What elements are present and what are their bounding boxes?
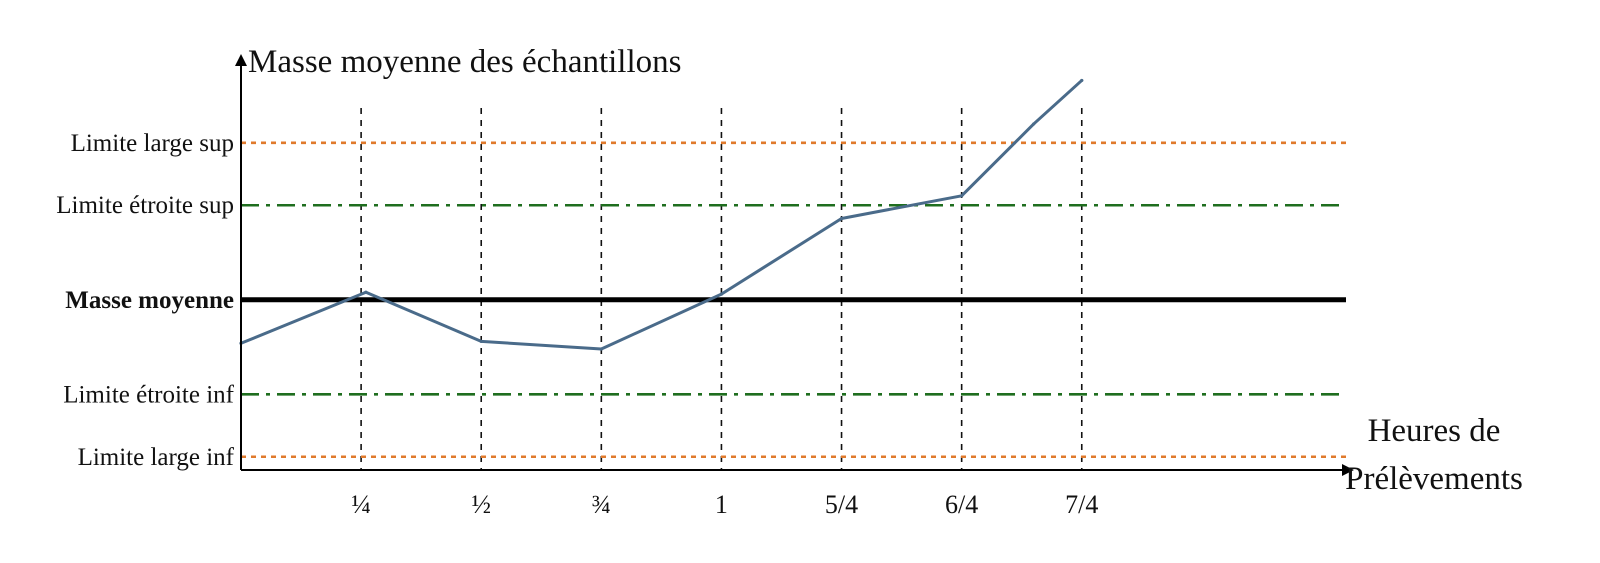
- control-line-label-2: Masse moyenne: [65, 287, 234, 314]
- control-line-label-1: Limite étroite sup: [56, 192, 234, 219]
- x-tick-label-3: 1: [715, 490, 728, 519]
- x-tick-label-1: ½: [471, 490, 491, 519]
- control-lines: [241, 141, 1346, 459]
- control-line-label-4: Limite large inf: [78, 444, 235, 471]
- control-line-label-0: Limite large sup: [71, 130, 234, 157]
- vertical-grid: [360, 108, 1083, 470]
- control-line-labels: Limite large sup Limite étroite sup Masse …: [56, 130, 234, 471]
- series-point-0-8: [1080, 78, 1084, 83]
- series-point-0-7: [1032, 122, 1036, 126]
- series-point-0-6: [960, 194, 964, 198]
- y-axis-title: Masse moyenne des échantillons: [248, 44, 681, 80]
- x-tick-labels: ¼ ½ ¾ 1 5/4 6/4 7/4: [351, 490, 1098, 519]
- x-tick-label-6: 7/4: [1065, 490, 1098, 519]
- series-point-0-1: [364, 290, 368, 294]
- x-tick-label-4: 5/4: [825, 490, 858, 519]
- x-tick-label-0: ¼: [351, 490, 371, 519]
- x-tick-label-5: 6/4: [945, 490, 978, 519]
- control-line-label-3: Limite étroite inf: [63, 381, 234, 408]
- series-point-0-3: [599, 347, 603, 351]
- series-point-0-2: [479, 339, 483, 344]
- series-point-0-4: [719, 292, 724, 296]
- series-line-0: [239, 78, 1084, 351]
- x-axis-title-line-2: Prélèvements: [1345, 461, 1523, 497]
- x-axis-title-line-1: Heures de: [1368, 413, 1501, 449]
- series-point-0-5: [839, 216, 844, 221]
- series: [239, 78, 1084, 351]
- x-tick-label-2: ¾: [592, 490, 612, 519]
